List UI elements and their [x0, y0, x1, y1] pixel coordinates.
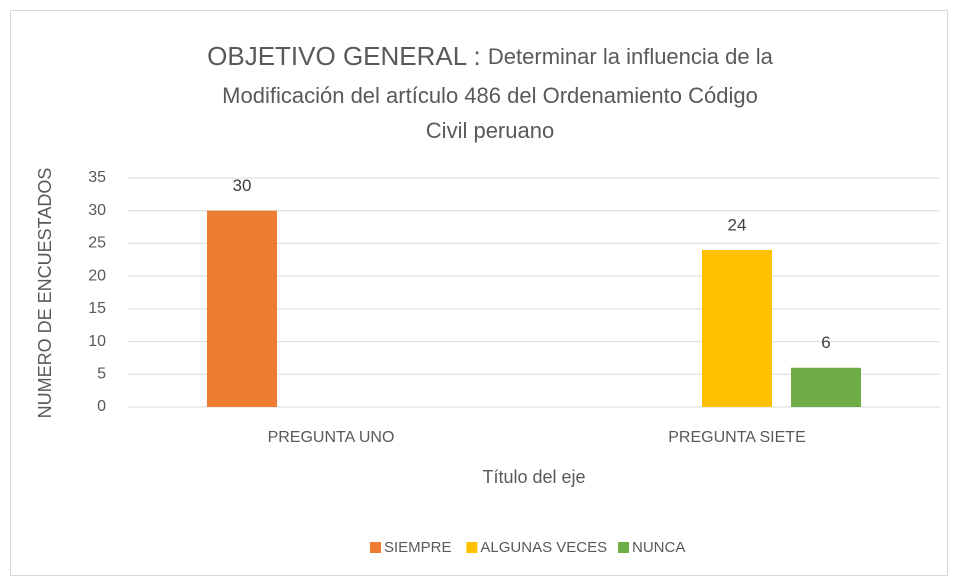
y-tick-label: 20	[88, 267, 106, 284]
chart-frame	[10, 10, 948, 576]
bar	[791, 367, 861, 407]
x-tick-label: PREGUNTA UNO	[268, 429, 395, 446]
x-axis-title: Título del eje	[482, 467, 585, 487]
title-line: Modificación del artículo 486 del Ordena…	[222, 83, 758, 108]
legend-label: SIEMPRE	[384, 539, 452, 556]
title-line: Civil peruano	[426, 118, 554, 143]
y-tick-label: 5	[97, 366, 106, 383]
legend-label: NUNCA	[632, 539, 685, 556]
data-label: 6	[821, 333, 830, 352]
y-tick-label: 25	[88, 235, 106, 252]
y-axis-title: NUMERO DE ENCUESTADOS	[35, 168, 55, 419]
data-label: 30	[233, 176, 252, 195]
chart-title: OBJETIVO GENERAL : Determinar la influen…	[207, 41, 773, 71]
legend-swatch	[618, 542, 629, 553]
legend-swatch	[466, 542, 478, 553]
y-tick-label: 30	[88, 202, 106, 219]
title-lead: OBJETIVO GENERAL :	[207, 41, 481, 71]
y-tick-label: 15	[88, 300, 106, 317]
x-tick-label: PREGUNTA SIETE	[668, 429, 806, 446]
y-tick-label: 0	[97, 398, 106, 415]
bar	[207, 210, 277, 407]
y-tick-label: 35	[88, 169, 106, 186]
bar	[702, 249, 772, 407]
title-line: Determinar la influencia de la	[488, 44, 774, 69]
data-label: 24	[728, 215, 747, 234]
legend-swatch	[370, 542, 381, 553]
legend-label: ALGUNAS VECES	[480, 539, 607, 556]
y-tick-label: 10	[88, 333, 106, 350]
